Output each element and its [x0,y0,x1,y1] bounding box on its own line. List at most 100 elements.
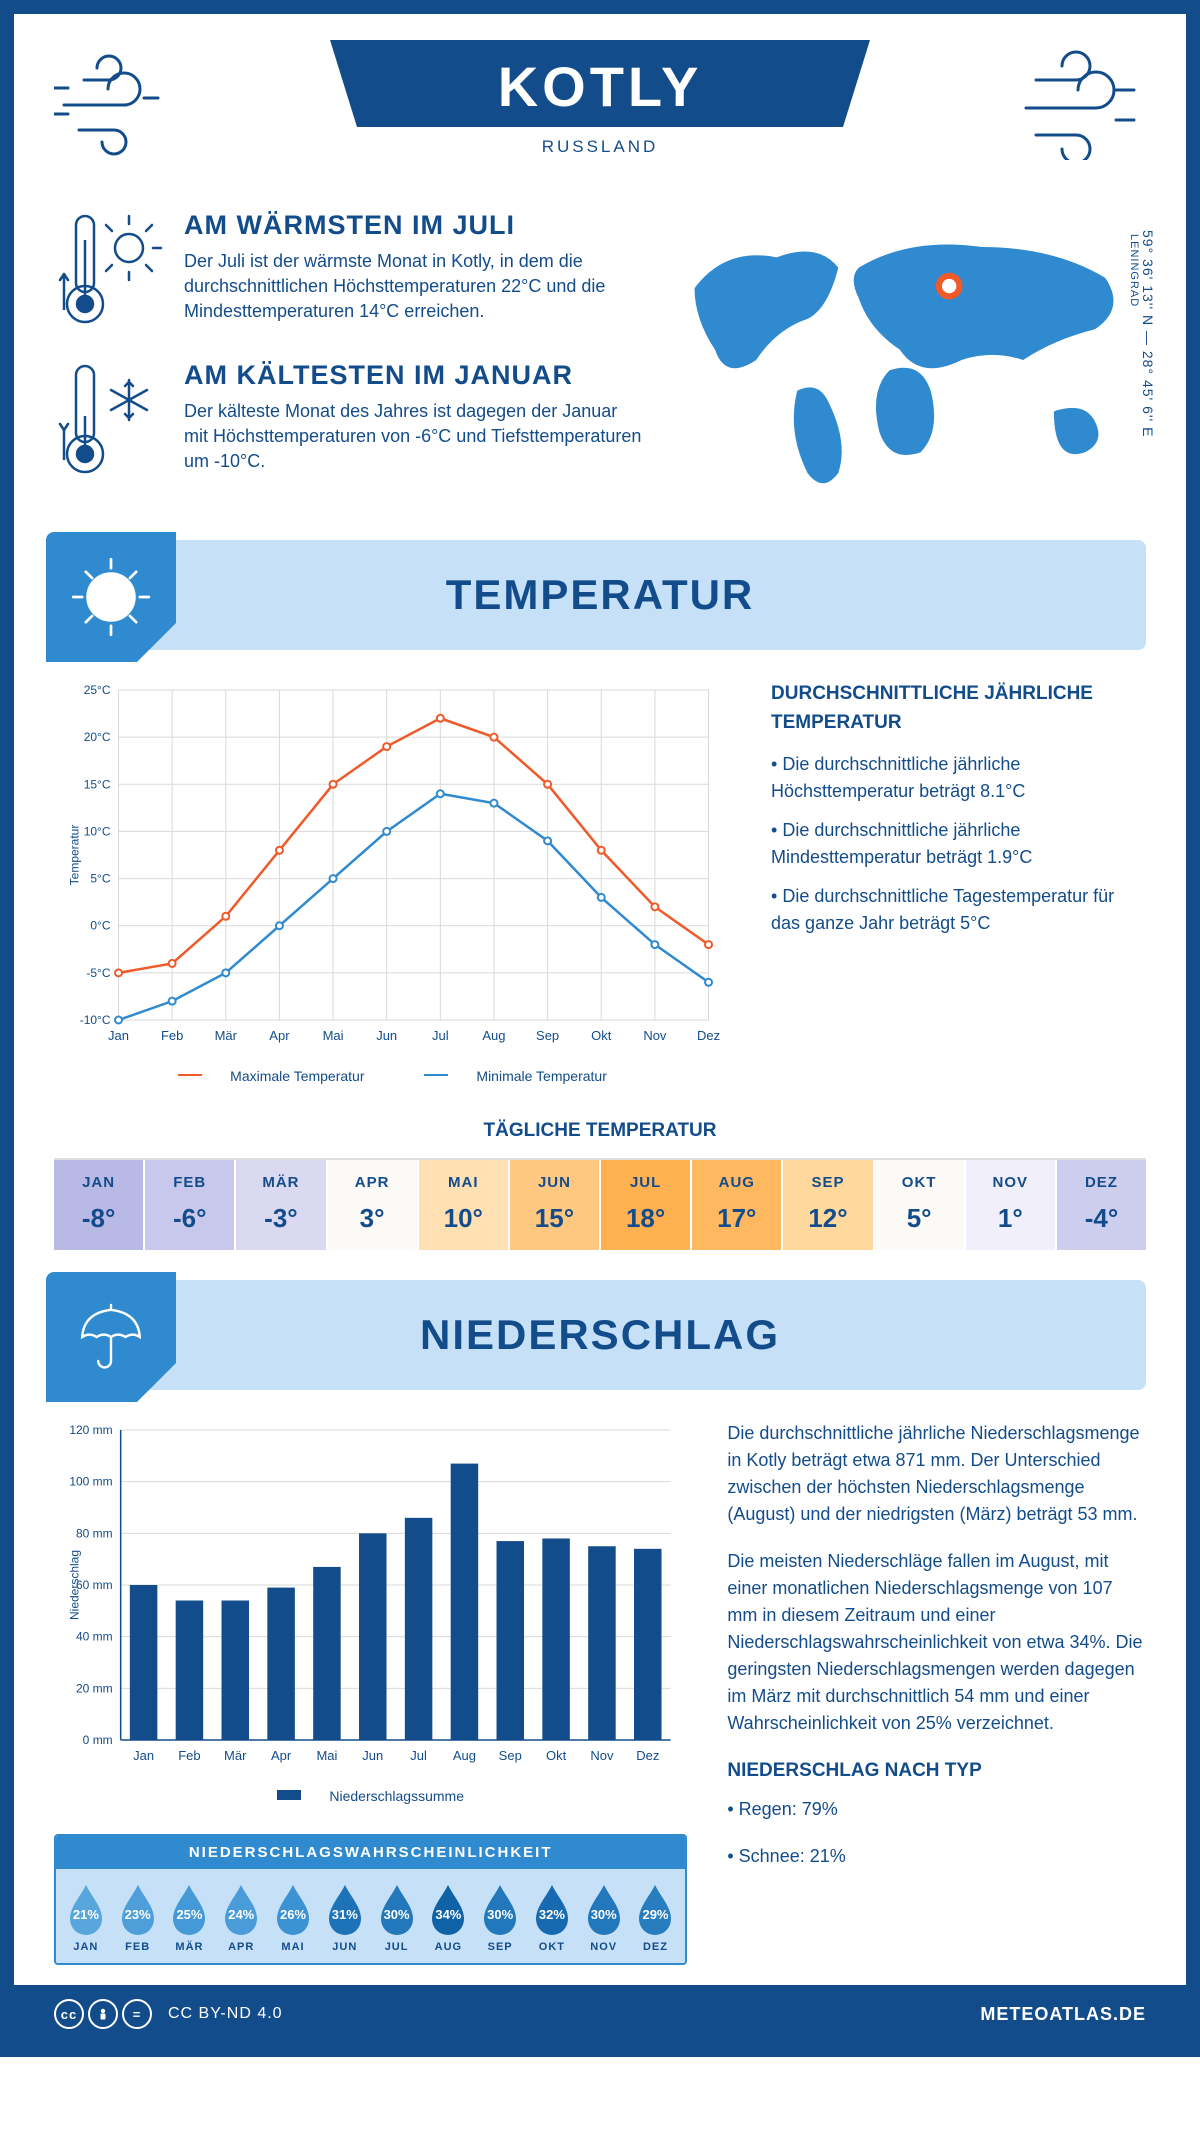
svg-text:80 mm: 80 mm [76,1526,113,1540]
daily-temp-cell: JUN 15° [510,1160,601,1250]
svg-text:120 mm: 120 mm [69,1423,112,1437]
coldest-body: Der kälteste Monat des Jahres ist dagege… [184,399,644,475]
svg-text:0°C: 0°C [90,919,110,933]
coordinates: 59° 36' 13'' N — 28° 45' 6'' E LENINGRAD [1128,230,1156,437]
raindrop-icon: 21% [66,1883,106,1935]
daily-temp-table: JAN -8° FEB -6° MÄR -3° APR 3° MAI 10° [54,1158,1146,1250]
raindrop-icon: 26% [273,1883,313,1935]
daily-temp-cell: JUL 18° [601,1160,692,1250]
world-map: 59° 36' 13'' N — 28° 45' 6'' E LENINGRAD [674,210,1146,510]
daily-temp-cell: SEP 12° [783,1160,874,1250]
raindrop-icon: 34% [428,1883,468,1935]
umbrella-icon [46,1272,176,1402]
title-banner: KOTLY RUSSLAND [330,40,870,157]
daily-temp-cell: MÄR -3° [236,1160,327,1250]
probability-cell: 23% FEB [112,1883,164,1953]
svg-text:40 mm: 40 mm [76,1630,113,1644]
svg-text:Nov: Nov [643,1028,667,1043]
svg-text:Niederschlag: Niederschlag [68,1550,82,1620]
warmest-title: AM WÄRMSTEN IM JULI [184,210,644,241]
probability-cell: 26% MAI [267,1883,319,1953]
svg-text:Apr: Apr [271,1748,292,1763]
svg-text:Nov: Nov [590,1748,614,1763]
nd-icon: = [122,1999,152,2029]
daily-temp-title: TÄGLICHE TEMPERATUR [54,1120,1146,1142]
raindrop-icon: 30% [377,1883,417,1935]
svg-text:-5°C: -5°C [86,966,110,980]
raindrop-icon: 23% [118,1883,158,1935]
probability-cell: 21% JAN [60,1883,112,1953]
svg-text:Okt: Okt [546,1748,567,1763]
warmest-body: Der Juli ist der wärmste Monat in Kotly,… [184,249,644,325]
temperature-legend: Maximale Temperatur Minimale Temperatur [54,1068,731,1084]
coldest-block: AM KÄLTESTEN IM JANUAR Der kälteste Mona… [54,360,644,480]
temperature-line-chart: -10°C -5°C 0°C 5°C 10°C 15°C 20°C 25°C Jan Feb Mär… [54,680,731,1060]
cc-icon: cc [54,1999,84,2029]
daily-temp-cell: FEB -6° [145,1160,236,1250]
site-name: METEOATLAS.DE [980,2004,1146,2025]
svg-text:Feb: Feb [161,1028,183,1043]
precip-summary: Die durchschnittliche jährliche Niedersc… [727,1420,1146,1965]
svg-text:0 mm: 0 mm [83,1733,113,1747]
raindrop-icon: 30% [584,1883,624,1935]
svg-text:Aug: Aug [482,1028,505,1043]
svg-text:20°C: 20°C [84,730,111,744]
coldest-title: AM KÄLTESTEN IM JANUAR [184,360,644,391]
raindrop-icon: 25% [169,1883,209,1935]
by-icon [88,1999,118,2029]
probability-cell: 30% SEP [474,1883,526,1953]
raindrop-icon: 29% [635,1883,675,1935]
raindrop-icon: 24% [221,1883,261,1935]
svg-text:Temperatur: Temperatur [68,825,82,886]
city-title: KOTLY [330,54,870,119]
svg-text:15°C: 15°C [84,777,111,791]
thermometer-sun-icon [54,210,164,330]
svg-text:Jan: Jan [108,1028,129,1043]
wind-icon [1016,50,1146,160]
daily-temp-cell: AUG 17° [692,1160,783,1250]
svg-text:Jun: Jun [362,1748,383,1763]
wind-icon [54,50,184,160]
svg-text:Mär: Mär [224,1748,247,1763]
daily-temp-cell: APR 3° [328,1160,419,1250]
svg-text:Jan: Jan [133,1748,154,1763]
svg-text:20 mm: 20 mm [76,1681,113,1695]
svg-text:Sep: Sep [499,1748,522,1763]
svg-text:Jun: Jun [376,1028,397,1043]
daily-temp-cell: MAI 10° [419,1160,510,1250]
raindrop-icon: 31% [325,1883,365,1935]
page-header: KOTLY RUSSLAND [54,40,1146,210]
svg-text:10°C: 10°C [84,824,111,838]
svg-text:Okt: Okt [591,1028,612,1043]
probability-cell: 34% AUG [422,1883,474,1953]
svg-text:Jul: Jul [432,1028,449,1043]
section-header-temperature: TEMPERATUR [54,540,1146,650]
daily-temp-cell: NOV 1° [966,1160,1057,1250]
probability-cell: 24% APR [215,1883,267,1953]
footer: cc = CC BY-ND 4.0 METEOATLAS.DE [14,1985,1186,2043]
license-icons: cc = CC BY-ND 4.0 [54,1999,283,2029]
svg-text:Mai: Mai [323,1028,344,1043]
svg-text:-10°C: -10°C [80,1013,111,1027]
country-label: RUSSLAND [330,137,870,157]
thermometer-snow-icon [54,360,164,480]
probability-cell: 30% JUL [371,1883,423,1953]
section-header-precip: NIEDERSCHLAG [54,1280,1146,1390]
temperature-summary: DURCHSCHNITTLICHE JÄHRLICHE TEMPERATUR •… [771,680,1146,1084]
svg-text:100 mm: 100 mm [69,1475,112,1489]
daily-temp-cell: DEZ -4° [1057,1160,1146,1250]
svg-text:5°C: 5°C [90,872,110,886]
probability-cell: 30% NOV [578,1883,630,1953]
probability-cell: 31% JUN [319,1883,371,1953]
daily-temp-cell: JAN -8° [54,1160,145,1250]
svg-text:Mär: Mär [215,1028,238,1043]
svg-text:Apr: Apr [269,1028,290,1043]
probability-cell: 29% DEZ [630,1883,682,1953]
daily-temp-cell: OKT 5° [875,1160,966,1250]
svg-text:Dez: Dez [636,1748,659,1763]
svg-text:Feb: Feb [178,1748,200,1763]
raindrop-icon: 30% [480,1883,520,1935]
raindrop-icon: 32% [532,1883,572,1935]
probability-cell: 32% OKT [526,1883,578,1953]
svg-text:25°C: 25°C [84,683,111,697]
